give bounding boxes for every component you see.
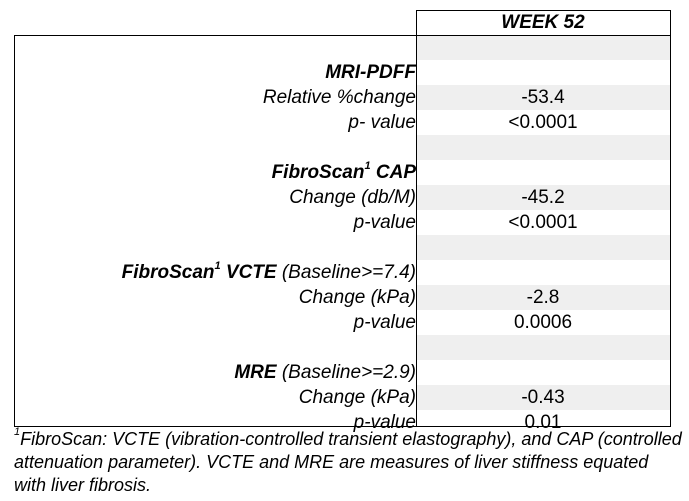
section-title-suffix: VCTE [220,262,277,283]
table-row: p- value <0.0001 [14,110,670,135]
footnote-marker: 1 [214,259,221,272]
row-label: p-value [353,212,416,233]
table-header-row: WEEK 52 [14,10,670,35]
table-border-header [14,35,671,36]
spacer-row [14,335,670,360]
row-value: -0.43 [416,385,670,410]
row-label: Relative %change [262,87,416,108]
section-title-row: MRE (Baseline>=2.9) [14,360,670,385]
section-title: FibroScan [271,162,365,183]
footnote-marker: 1 [14,426,21,438]
row-label: p-value [353,312,416,333]
table-row: Change (kPa) -0.43 [14,385,670,410]
spacer-row [14,235,670,260]
table-row: p-value 0.0006 [14,310,670,335]
section-title: FibroScan [121,262,215,283]
table-row: Relative %change -53.4 [14,85,670,110]
table-row: p-value <0.0001 [14,210,670,235]
table-divider [416,10,417,427]
row-value: -53.4 [416,85,670,110]
footnote-marker: 1 [364,159,371,172]
row-value: <0.0001 [508,212,578,233]
results-table: WEEK 52 MRI-PDFF Relative %change -53.4 … [14,10,671,435]
table-border-top [416,10,671,11]
table-row: Change (db/M) -45.2 [14,185,670,210]
section-title-extra: (Baseline>=7.4) [276,262,416,283]
row-value: 0.01 [524,412,562,433]
spacer-row [14,35,670,60]
spacer-row [14,135,670,160]
section-title: MRE [234,362,277,383]
section-title-row: FibroScan1 VCTE (Baseline>=7.4) [14,260,670,285]
section-title-extra: (Baseline>=2.9) [276,362,416,383]
column-header-week-52: WEEK 52 [416,10,670,35]
table-border-left [14,35,15,427]
row-value: 0.0006 [513,312,573,333]
section-title-row: FibroScan1 CAP [14,160,670,185]
table-row: Change (kPa) -2.8 [14,285,670,310]
table-border-bottom [14,426,671,427]
table-row: p-value 0.01 [14,410,670,435]
row-value: <0.0001 [508,112,578,133]
section-title-suffix: CAP [370,162,416,183]
section-title: MRI-PDFF [325,62,416,83]
row-label: Change (kPa) [298,287,416,308]
row-label: Change (kPa) [298,387,416,408]
row-label: p-value [353,412,416,433]
row-label: p- value [348,112,416,133]
footnote: 1FibroScan: VCTE (vibration-controlled t… [14,426,682,497]
row-value: -45.2 [416,185,670,210]
row-value: -2.8 [416,285,670,310]
row-label: Change (db/M) [289,187,416,208]
table-border-right [670,10,671,427]
footnote-text: FibroScan: VCTE (vibration-controlled tr… [14,429,682,495]
section-title-row: MRI-PDFF [14,60,670,85]
